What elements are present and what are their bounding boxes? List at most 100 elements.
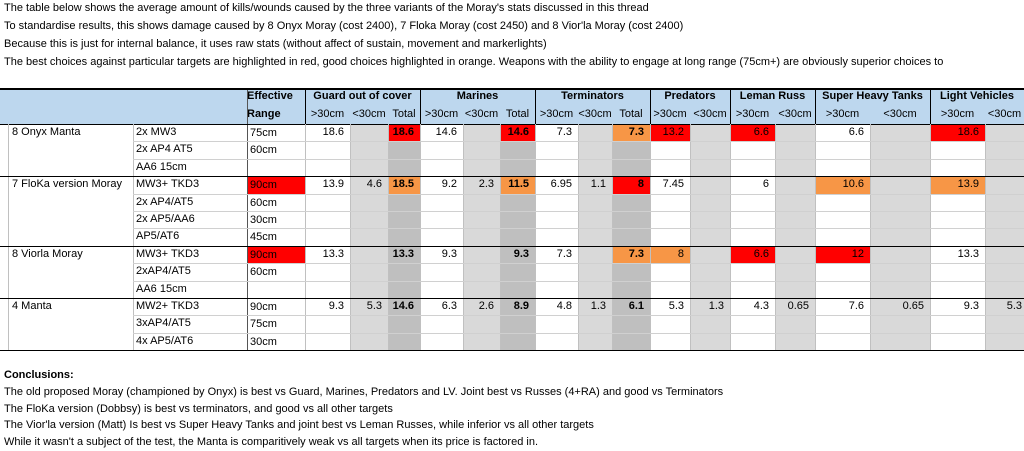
- conclusion-line: The Vior'la version (Matt) Is best vs Su…: [4, 419, 594, 432]
- row-divider: [0, 298, 1024, 299]
- column-shade: [578, 124, 612, 351]
- column-header: <30cm: [778, 108, 812, 120]
- gridline: [985, 124, 986, 351]
- column-header: Total: [392, 108, 416, 120]
- value-cell: 1.3: [590, 300, 606, 312]
- range: 75cm: [250, 127, 277, 139]
- value-cell: 8.9: [513, 300, 529, 312]
- highlight-cell: [389, 125, 420, 142]
- gridline: [133, 124, 134, 351]
- gridline: [133, 141, 1024, 143]
- value-cell: 10.6: [842, 178, 864, 191]
- header-range: Range: [247, 108, 281, 120]
- highlight-cell: [816, 177, 870, 194]
- range: 60cm: [250, 266, 277, 279]
- weapon: AA6 15cm: [136, 282, 187, 295]
- value-cell: 18.5: [392, 178, 414, 191]
- column-header: <30cm: [578, 108, 612, 120]
- weapon: 4x AP5/AT6: [136, 334, 194, 347]
- value-cell: 6.95: [550, 178, 572, 191]
- weapon: 3xAP4/AT5: [136, 317, 191, 330]
- column-shade: [388, 124, 420, 351]
- group-header: Terminators: [561, 90, 624, 102]
- group-header: Predators: [664, 90, 716, 102]
- value-cell: 8: [677, 247, 684, 260]
- column-header: <30cm: [883, 108, 917, 120]
- range: 45cm: [250, 231, 277, 244]
- gridline: [305, 124, 306, 351]
- highlight-cell: [613, 125, 650, 142]
- range: 60cm: [250, 144, 277, 157]
- value-cell: 13.3: [392, 247, 414, 260]
- range: 90cm: [250, 301, 277, 313]
- value-cell: 18.6: [957, 126, 979, 138]
- highlight-cell: [931, 177, 985, 194]
- column-header: <30cm: [464, 108, 499, 120]
- highlight-cell: [651, 125, 690, 142]
- value-cell: 13.9: [957, 178, 979, 191]
- value-cell: 7.3: [556, 247, 572, 260]
- value-cell: 18.6: [322, 126, 344, 138]
- value-cell: 6.6: [753, 247, 769, 260]
- column-shade: [350, 124, 388, 351]
- value-cell: 6.6: [753, 126, 769, 138]
- value-cell: 2.3: [478, 178, 494, 191]
- column-header: >30cm: [653, 108, 687, 120]
- column-header: >30cm: [940, 108, 975, 120]
- value-cell: 5.3: [668, 300, 684, 312]
- range-divider: [247, 88, 248, 351]
- value-cell: 13.9: [322, 178, 344, 191]
- group-header: Guard out of cover: [313, 90, 412, 102]
- value-cell: 11.5: [508, 178, 529, 191]
- column-header: Total: [619, 108, 643, 120]
- conclusion-line: The old proposed Moray (championed by On…: [4, 386, 724, 398]
- value-cell: 7.6: [848, 300, 864, 312]
- gridline: [535, 124, 536, 351]
- gridline: [133, 158, 1024, 160]
- value-cell: 4.6: [366, 178, 382, 191]
- row-divider: [0, 350, 1024, 352]
- gridline: [133, 193, 1024, 195]
- range: 75cm: [250, 318, 277, 331]
- value-cell: 7.3: [628, 126, 644, 138]
- gridline: [8, 124, 9, 351]
- intro-line: The table below shows the average amount…: [4, 2, 649, 14]
- conclusion-line: The FloKa version (Dobbsy) is best vs te…: [4, 402, 393, 415]
- intro-line: Because this is just for internal balanc…: [4, 38, 547, 50]
- value-cell: 14.6: [435, 126, 457, 138]
- value-cell: 4.3: [753, 300, 769, 312]
- column-shade: [500, 124, 535, 351]
- value-cell: 12: [851, 247, 864, 260]
- highlight-cell: [731, 125, 775, 142]
- table-top: [0, 88, 1024, 90]
- column-header: <30cm: [352, 108, 386, 120]
- gridline: [870, 124, 871, 351]
- column-shade: [870, 124, 930, 351]
- highlight-cell: [651, 246, 690, 264]
- column-header: >30cm: [825, 108, 860, 120]
- column-header: <30cm: [693, 108, 727, 120]
- row-divider: [0, 176, 1024, 178]
- highlight-cell: [931, 125, 985, 142]
- gridline: [650, 124, 651, 351]
- column-shade: [463, 124, 500, 351]
- row-name: 8 Onyx Manta: [12, 126, 81, 138]
- value-cell: 13.2: [662, 126, 684, 138]
- gridline: [578, 124, 579, 351]
- gridline: [500, 124, 501, 351]
- value-cell: 0.65: [902, 300, 924, 312]
- intro-line: The best choices against particular targ…: [4, 56, 944, 68]
- value-cell: 6.1: [628, 300, 644, 312]
- column-header: >30cm: [539, 108, 574, 120]
- range: 60cm: [250, 196, 277, 209]
- range: 30cm: [250, 335, 277, 348]
- column-header: <30cm: [987, 108, 1022, 120]
- value-cell: 2.6: [478, 300, 494, 312]
- gridline: [730, 124, 731, 351]
- group-header: Super Heavy Tanks: [822, 90, 923, 102]
- column-header: Total: [505, 108, 530, 120]
- group-header: Light Vehicles: [940, 90, 1014, 102]
- highlight-cell: [389, 177, 420, 194]
- value-cell: 9.2: [441, 178, 457, 191]
- value-cell: 7.45: [662, 178, 684, 191]
